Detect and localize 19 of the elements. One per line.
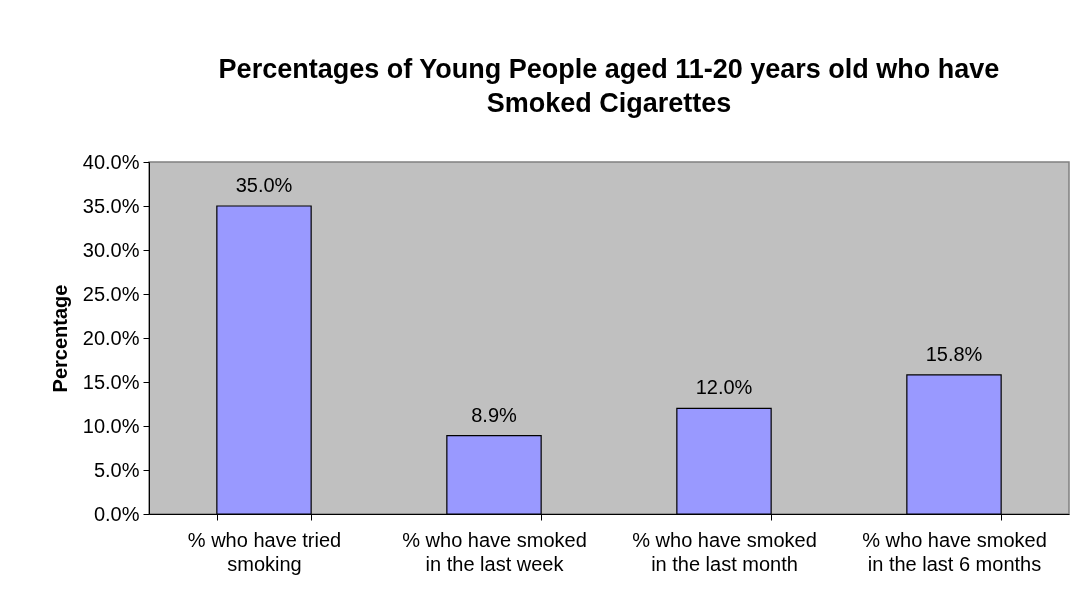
x-tick-label: % who have smoked in the last week [402, 528, 587, 575]
y-tick-label: 25.0% [82, 282, 140, 305]
y-tick-label: 35.0% [82, 194, 140, 217]
y-tick-label: 5.0% [93, 458, 140, 481]
y-tick-label: 20.0% [82, 326, 140, 349]
y-tick-label: 30.0% [82, 238, 140, 261]
data-label: 8.9% [471, 403, 518, 426]
y-axis-title: Percentage [48, 284, 71, 393]
x-tick-label: % who have tried smoking [187, 528, 342, 575]
chart-title: Percentages of Young People aged 11-20 years old who have Smoked Cigarettes [218, 54, 1000, 118]
y-tick-label: 40.0% [82, 150, 140, 173]
data-label: 35.0% [235, 174, 293, 196]
data-label: 12.0% [695, 376, 753, 399]
y-tick-label: 0.0% [93, 502, 140, 525]
data-label: 15.8% [925, 342, 983, 365]
x-tick-label: % who have smoked in the last month [632, 528, 817, 575]
y-tick-label: 10.0% [82, 414, 140, 437]
x-tick-label: % who have smoked in the last 6 months [862, 528, 1047, 575]
y-tick-label: 15.0% [82, 370, 140, 393]
